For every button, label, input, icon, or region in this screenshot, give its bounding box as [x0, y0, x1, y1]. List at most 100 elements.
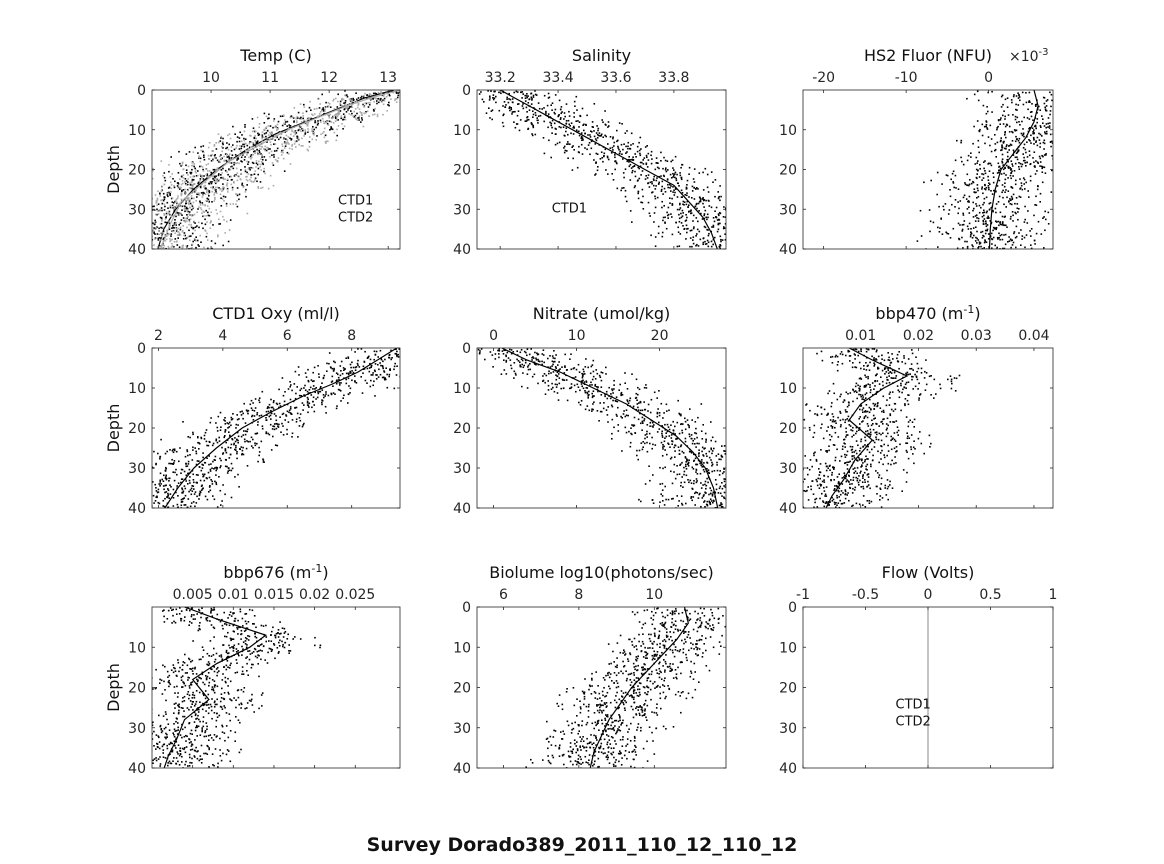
data-point — [207, 198, 210, 201]
data-point — [231, 438, 233, 440]
data-point — [343, 116, 346, 118]
data-point — [115, 489, 117, 491]
data-point — [254, 432, 257, 435]
data-point — [308, 118, 310, 121]
data-point — [260, 187, 262, 189]
data-point — [258, 401, 261, 404]
data-point — [240, 156, 243, 159]
data-point — [262, 458, 264, 460]
data-point — [1049, 91, 1051, 94]
data-point — [534, 90, 536, 92]
data-point — [172, 463, 175, 465]
data-point — [188, 200, 191, 202]
data-point — [190, 172, 192, 175]
data-point — [662, 467, 664, 470]
data-point — [122, 247, 124, 249]
data-point — [376, 100, 378, 102]
data-point — [260, 148, 262, 150]
data-point — [616, 162, 618, 165]
data-point — [204, 462, 207, 464]
data-point — [344, 114, 346, 117]
data-point — [680, 166, 682, 169]
data-point — [550, 156, 552, 159]
data-point — [716, 219, 719, 221]
data-point — [1006, 151, 1009, 154]
data-point — [503, 101, 506, 103]
data-point — [679, 413, 681, 416]
data-point — [627, 147, 629, 150]
data-point — [1021, 91, 1024, 94]
data-point — [177, 237, 179, 239]
data-point — [174, 180, 176, 183]
data-point — [1003, 203, 1005, 206]
data-point — [1062, 137, 1064, 139]
data-point — [1045, 126, 1047, 129]
data-point — [396, 365, 398, 367]
data-point — [526, 96, 528, 99]
data-point — [547, 92, 550, 95]
data-point — [185, 465, 187, 468]
data-point — [264, 145, 266, 148]
data-point — [969, 235, 972, 238]
data-point — [257, 173, 259, 176]
data-point — [168, 220, 170, 223]
data-point — [667, 206, 670, 209]
data-point — [1011, 163, 1013, 165]
data-point — [148, 206, 150, 208]
data-point — [313, 131, 315, 134]
data-point — [978, 130, 980, 132]
data-point — [299, 419, 302, 422]
data-point — [236, 187, 239, 189]
data-point — [344, 104, 346, 106]
data-point — [982, 234, 984, 237]
data-point — [277, 157, 280, 159]
data-point — [670, 213, 672, 215]
data-point — [414, 91, 416, 93]
data-point — [326, 120, 328, 123]
data-point — [699, 492, 701, 495]
data-point — [212, 224, 214, 226]
panel-title-salinity: Salinity — [572, 46, 631, 65]
data-point — [140, 233, 142, 235]
data-point — [175, 227, 178, 230]
data-point — [355, 100, 358, 103]
data-point — [149, 197, 151, 199]
data-point — [424, 97, 426, 99]
data-point — [1024, 218, 1026, 221]
data-point — [201, 484, 203, 487]
data-point — [668, 409, 670, 412]
data-point — [685, 186, 688, 189]
data-point — [658, 421, 660, 424]
data-point — [207, 214, 210, 217]
data-point — [738, 449, 740, 451]
data-point — [987, 238, 990, 240]
data-point — [181, 190, 183, 193]
data-point — [688, 204, 690, 206]
data-point — [680, 414, 682, 417]
data-point — [428, 351, 430, 353]
data-point — [999, 211, 1002, 214]
data-point — [1047, 126, 1049, 128]
data-point — [349, 370, 351, 373]
data-point — [337, 100, 339, 103]
data-point — [322, 394, 325, 396]
data-point — [295, 146, 297, 148]
data-point — [307, 121, 309, 124]
data-point — [667, 217, 669, 219]
data-point — [589, 153, 591, 156]
data-point — [636, 145, 639, 148]
data-point — [686, 458, 688, 460]
data-point — [168, 210, 171, 213]
data-point — [696, 492, 699, 494]
data-point — [296, 121, 298, 124]
data-point — [214, 480, 216, 483]
data-point — [354, 381, 356, 383]
data-point — [211, 444, 214, 447]
data-point — [1034, 125, 1037, 128]
data-point — [597, 386, 599, 388]
data-point — [202, 168, 204, 171]
data-point — [152, 205, 154, 208]
data-point — [721, 472, 724, 475]
data-point — [202, 150, 204, 153]
data-point — [951, 172, 954, 175]
